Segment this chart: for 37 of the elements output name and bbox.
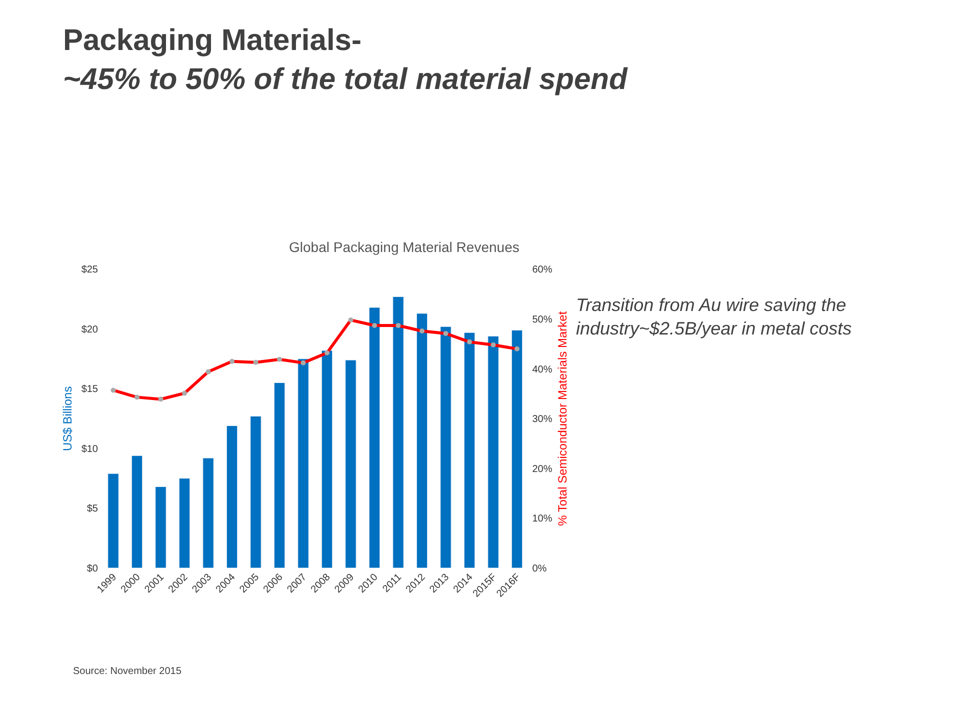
text: Transition from Au wire saving the industry~$2.5B/year in metal costs — [576, 295, 852, 338]
bar — [416, 313, 428, 568]
y2-tick-label: 10% — [532, 514, 552, 525]
y2-tick-label: 40% — [532, 364, 552, 376]
bar — [226, 426, 238, 568]
y2-tick-label: 30% — [532, 414, 552, 426]
bar — [131, 455, 143, 568]
bar — [202, 458, 214, 568]
y2-tick-label: 50% — [532, 314, 552, 326]
y2-tick-label: 20% — [532, 464, 552, 475]
bar — [274, 382, 286, 568]
source-note: Source: November 2015 — [73, 666, 182, 677]
chart-title: Global Packaging Material Revenues — [289, 239, 520, 255]
y-tick-label: $20 — [81, 324, 98, 336]
bar — [488, 336, 499, 568]
chart-subtitle: Packaging Materials- ~45% to 50% of the total material spend — [63, 24, 628, 96]
bar — [464, 332, 476, 568]
bar — [321, 350, 333, 568]
bar — [440, 326, 452, 568]
bar — [178, 478, 190, 568]
y2-tick-label: 60% — [532, 264, 552, 276]
y2-axis-title: % Total Semiconductor Materials Market — [555, 310, 570, 526]
bar — [368, 307, 380, 568]
bar — [392, 296, 404, 568]
bar — [155, 486, 166, 568]
y-axis-title: US$ Billions — [60, 386, 75, 451]
bar — [345, 360, 356, 568]
y-tick-label: $5 — [86, 504, 98, 515]
bar — [511, 330, 523, 568]
bar — [250, 416, 262, 568]
y-tick-label: $0 — [86, 563, 98, 574]
y-tick-label: $10 — [81, 444, 98, 455]
bar — [108, 473, 119, 568]
y-tick-label: $15 — [81, 384, 98, 396]
bar — [298, 358, 309, 568]
y-tick-label: $25 — [81, 264, 98, 276]
y2-tick-label: 0% — [532, 563, 547, 574]
